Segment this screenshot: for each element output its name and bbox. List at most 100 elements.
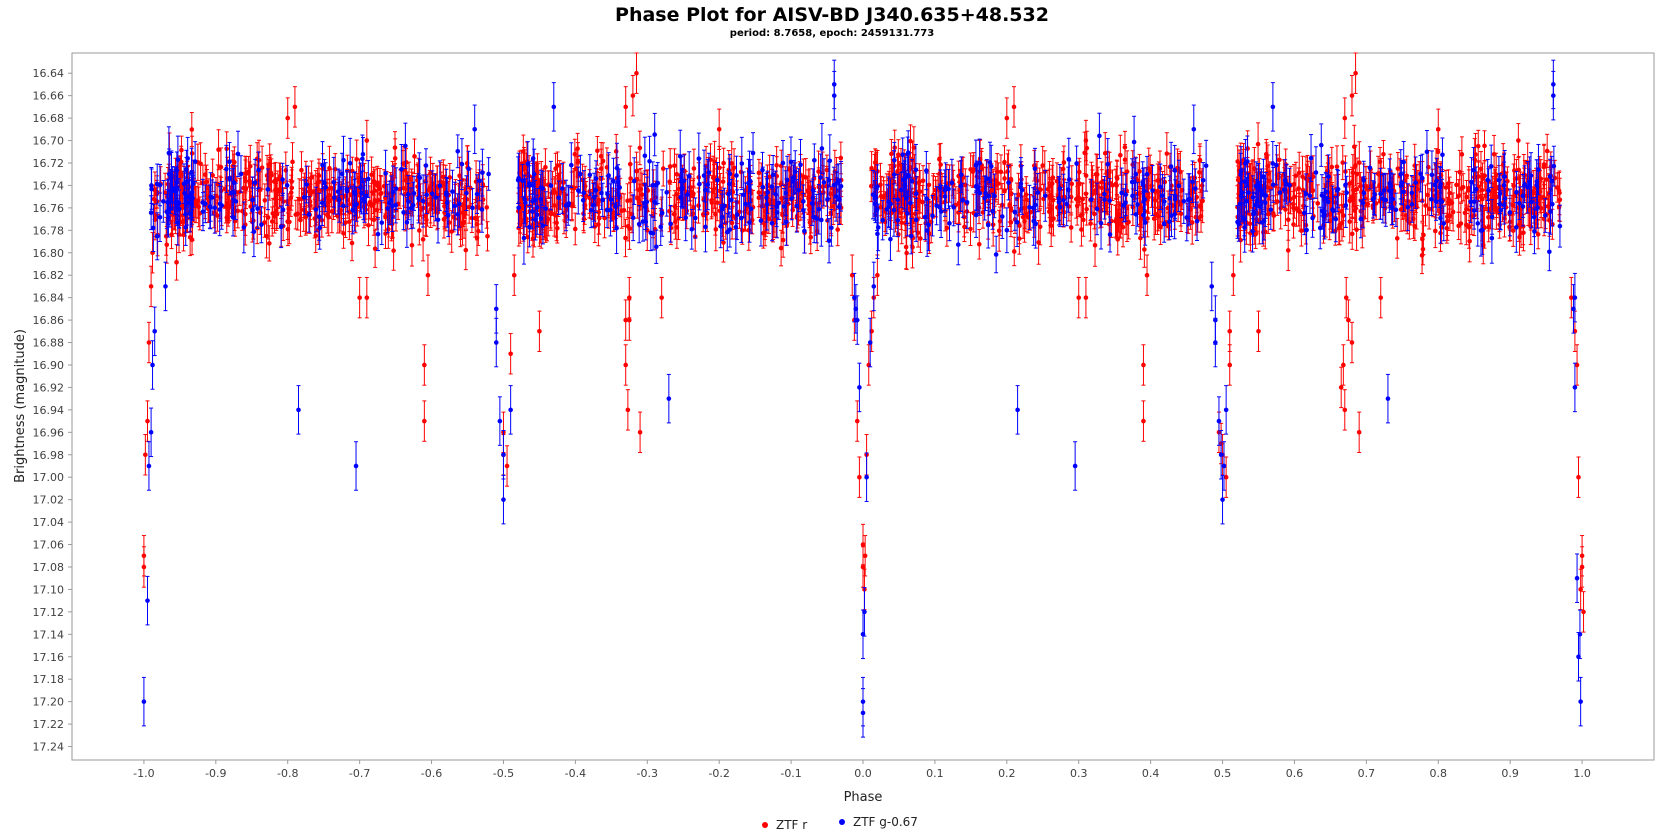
ztf-r-point (392, 138, 398, 179)
data-point (1544, 148, 1550, 154)
x-tick-label: 0.7 (1358, 767, 1376, 780)
data-point (177, 213, 183, 218)
x-tick-label: -0.8 (277, 767, 298, 780)
y-tick-label: 17.12 (33, 606, 65, 619)
y-tick-label: 17.10 (33, 583, 65, 596)
data-point (1541, 162, 1547, 167)
data-point (1122, 144, 1128, 150)
data-point (1285, 248, 1291, 253)
ztf-r-point (409, 224, 415, 267)
data-point (1178, 211, 1184, 217)
x-tick-label: 0.5 (1214, 767, 1232, 780)
ztf-r-point (298, 203, 303, 237)
y-tick-label: 16.92 (33, 381, 65, 394)
x-tick-label: -1.0 (133, 767, 154, 780)
data-point (1179, 187, 1185, 193)
y-tick-label: 17.20 (33, 696, 65, 709)
x-tick-label: 0.4 (1142, 767, 1160, 780)
data-point (371, 178, 377, 184)
y-tick-label: 17.02 (33, 494, 65, 507)
data-point (635, 195, 640, 201)
y-tick-label: 16.86 (33, 314, 65, 327)
ztf-r-point (259, 145, 265, 190)
ztf-r-point (976, 228, 982, 260)
x-tick-label: 0.1 (926, 767, 944, 780)
ztf-r-point (1040, 145, 1045, 186)
y-tick-label: 17.22 (33, 718, 65, 731)
data-point (313, 233, 319, 239)
data-point (780, 237, 786, 243)
ztf-r-point (1285, 229, 1291, 271)
data-point (1505, 178, 1510, 184)
ztf-r-point (691, 148, 697, 189)
data-point (672, 163, 677, 168)
data-point (1315, 201, 1321, 206)
data-point (1458, 221, 1464, 226)
ztf-r-point (1179, 170, 1185, 210)
ztf-r-point (835, 212, 841, 247)
chart-title: Phase Plot for AISV-BD J340.635+48.532 (615, 4, 1049, 26)
ztf-r-point (572, 138, 578, 170)
data-point (1433, 228, 1438, 234)
y-tick-label: 16.98 (33, 449, 65, 462)
y-tick-label: 16.88 (33, 337, 65, 350)
data-point (391, 248, 396, 253)
y-tick-label: 17.18 (33, 673, 65, 686)
data-point (637, 145, 643, 151)
y-tick-label: 17.14 (33, 628, 65, 641)
data-point (572, 226, 578, 232)
data-point (1454, 182, 1459, 188)
data-point (1158, 224, 1163, 229)
ztf-r-point (1544, 133, 1550, 169)
ztf-r-point (778, 229, 784, 267)
data-point (1531, 189, 1537, 195)
ztf-r-point (463, 230, 469, 271)
data-point (1457, 169, 1463, 175)
ztf-r-point (485, 221, 490, 252)
ztf-r-point (637, 130, 643, 166)
data-point (920, 199, 925, 205)
data-point (1149, 183, 1154, 189)
ztf-r-point (1458, 202, 1464, 245)
data-point (623, 235, 628, 241)
data-point (1516, 138, 1521, 143)
y-tick-label: 16.78 (33, 224, 65, 237)
data-point (1423, 203, 1428, 208)
y-tick-label: 16.94 (33, 404, 65, 417)
data-point (998, 169, 1004, 175)
data-point (1377, 159, 1383, 165)
data-point (1040, 163, 1045, 168)
x-tick-label: 0.9 (1501, 767, 1519, 780)
data-point (162, 190, 168, 195)
ztf-r-point (918, 223, 923, 253)
x-axis: -1.0 -0.9 -0.8 -0.7 -0.6 -0.5 -0.4 -0.3 -0.2 -0.1… (133, 760, 1591, 780)
data-point (667, 164, 673, 169)
data-point (731, 165, 737, 170)
data-point (262, 198, 268, 203)
data-point (572, 151, 578, 157)
data-point (1081, 217, 1086, 223)
data-point (1069, 181, 1075, 187)
data-point (1002, 188, 1007, 193)
data-point (1467, 238, 1472, 244)
y-tick-label: 16.82 (33, 269, 65, 282)
y-tick-label: 16.96 (33, 426, 65, 439)
data-point (424, 217, 429, 223)
data-point (968, 167, 973, 172)
data-point (463, 247, 469, 253)
data-point (1061, 160, 1067, 165)
data-point (729, 220, 735, 226)
data-point (721, 160, 726, 166)
data-point (259, 165, 265, 170)
data-point (485, 234, 490, 239)
y-axis: 16.64 16.66 16.68 16.70 16.72 16.74 16.76 16.78… (33, 67, 72, 754)
data-point (571, 185, 577, 191)
data-point (1283, 207, 1288, 212)
y-tick-label: 16.70 (33, 135, 65, 148)
y-tick-label: 16.80 (33, 247, 65, 260)
data-point (691, 166, 697, 171)
data-point (265, 215, 271, 220)
ztf-r-point (1102, 132, 1108, 175)
data-point (1482, 143, 1487, 149)
